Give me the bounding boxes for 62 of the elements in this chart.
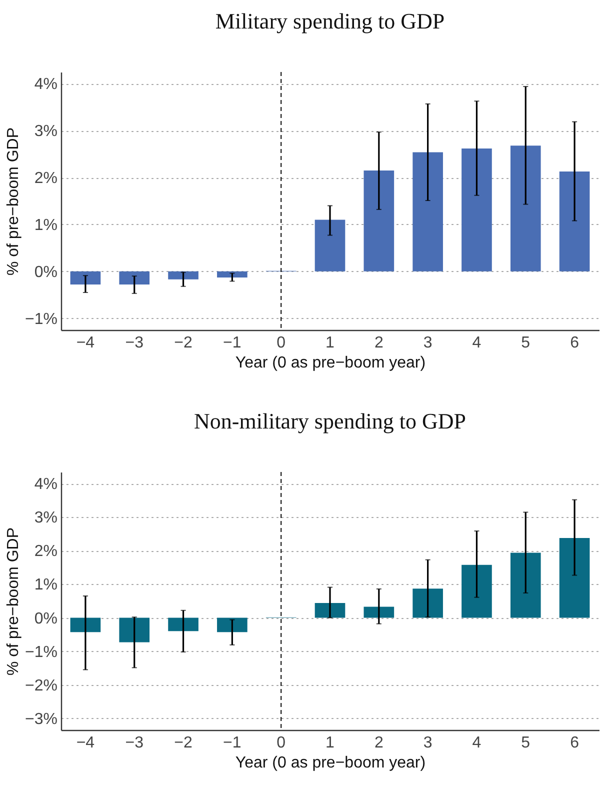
bar xyxy=(559,171,590,272)
bar xyxy=(70,618,101,632)
y-tick-label: −1% xyxy=(25,310,58,328)
y-tick-label: 2% xyxy=(34,543,58,560)
bar xyxy=(510,552,541,618)
bar xyxy=(168,618,198,632)
y-tick-label: −3% xyxy=(25,710,58,728)
bar xyxy=(70,271,101,284)
bar xyxy=(364,606,394,618)
chart-title: Non-military spending to GDP xyxy=(194,408,466,434)
x-tick-label: 3 xyxy=(423,734,432,752)
y-tick-label: 4% xyxy=(34,76,58,94)
x-tick-label: 1 xyxy=(326,734,335,752)
y-tick-label: −2% xyxy=(25,677,58,694)
x-tick-label: −1 xyxy=(223,334,242,352)
x-tick-label: 4 xyxy=(472,334,482,352)
x-tick-label: 5 xyxy=(521,334,530,352)
y-tick-label: 3% xyxy=(34,510,58,527)
y-tick-label: −1% xyxy=(25,644,58,661)
bar xyxy=(119,618,150,642)
x-tick-label: 3 xyxy=(423,334,432,352)
chart-title: Military spending to GDP xyxy=(215,8,445,34)
x-tick-label: 0 xyxy=(276,334,286,352)
bar xyxy=(462,564,492,618)
y-axis-title: % of pre−boom GDP xyxy=(5,127,22,276)
x-tick-label: −2 xyxy=(174,334,192,352)
x-tick-label: 1 xyxy=(326,334,335,352)
bar xyxy=(559,538,590,618)
x-tick-label: −3 xyxy=(125,734,144,752)
y-axis-title: % of pre−boom GDP xyxy=(5,527,22,676)
y-tick-label: 1% xyxy=(34,216,58,234)
bar xyxy=(364,170,394,272)
x-tick-label: −2 xyxy=(174,734,192,752)
x-tick-label: 6 xyxy=(570,734,580,752)
x-tick-label: −4 xyxy=(76,734,95,752)
x-tick-label: −4 xyxy=(76,334,95,352)
bar xyxy=(217,618,248,632)
y-tick-label: 1% xyxy=(34,576,58,594)
x-tick-label: 2 xyxy=(374,334,384,352)
x-tick-label: −1 xyxy=(223,734,242,752)
bar xyxy=(314,220,346,272)
x-tick-label: 0 xyxy=(276,734,286,752)
bar xyxy=(217,271,248,278)
y-tick-label: 0% xyxy=(34,264,58,281)
x-axis-title: Year (0 as pre−boom year) xyxy=(235,754,426,772)
x-tick-label: −3 xyxy=(125,334,144,352)
bar xyxy=(412,588,443,618)
bar xyxy=(119,271,150,284)
x-tick-label: 4 xyxy=(472,734,482,752)
y-tick-label: 2% xyxy=(34,170,58,188)
x-tick-label: 5 xyxy=(521,734,530,752)
bar xyxy=(168,271,198,280)
bar xyxy=(462,148,492,272)
bar xyxy=(314,603,346,618)
y-tick-label: 3% xyxy=(34,123,58,140)
x-tick-label: 2 xyxy=(374,734,384,752)
y-tick-label: 4% xyxy=(34,476,58,494)
bar xyxy=(510,146,541,272)
bar xyxy=(412,152,443,272)
x-axis-title: Year (0 as pre−boom year) xyxy=(235,354,426,372)
x-tick-label: 6 xyxy=(570,334,580,352)
y-tick-label: 0% xyxy=(34,610,58,628)
